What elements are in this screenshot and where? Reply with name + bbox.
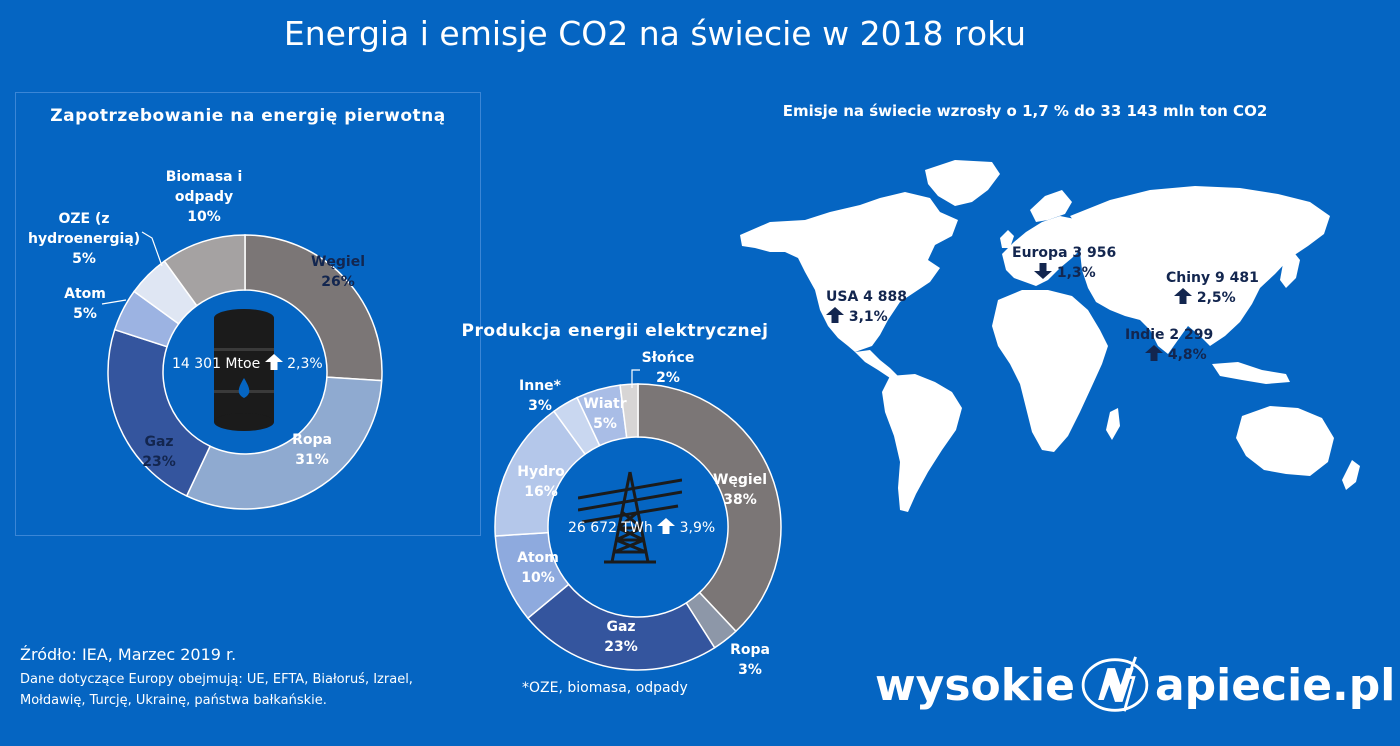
chart2-label-wiatr: Wiatr 5%	[583, 396, 627, 432]
chart1-label-oze: OZE (z hydroenergią) 5%	[28, 211, 141, 267]
map-japan	[1280, 250, 1300, 288]
chart1-center-value: 14 301 Mtoe	[172, 356, 261, 372]
chart2-center-value: 26 672 TWh	[568, 520, 653, 536]
chart2-label-gaz: Gaz 23%	[604, 619, 638, 655]
chart1-slice-1	[185, 376, 383, 510]
map-north-america	[740, 192, 958, 352]
lightning-n-icon	[1081, 656, 1149, 712]
chart-title-primary-energy: Zapotrzebowanie na energię pierwotną	[50, 106, 446, 126]
map-africa	[992, 290, 1108, 452]
arrow-up-icon	[826, 307, 844, 323]
map-australia	[1236, 406, 1334, 476]
page-title: Energia i emisje CO2 na świecie w 2018 r…	[283, 14, 1027, 53]
chart-title-electricity: Produkcja energii elektrycznej	[461, 321, 769, 341]
arrow-up-icon	[264, 354, 283, 370]
map-region-name: Europa	[1012, 245, 1068, 261]
map-region-europe: Europa 3 956 1,3%	[1012, 243, 1116, 283]
chart2-label-atom: Atom 10%	[517, 550, 559, 586]
map-region-change: 1,3%	[1056, 265, 1096, 281]
chart2-slice-7	[619, 383, 639, 439]
map-region-india: Indie 2 299 4,8%	[1125, 325, 1213, 365]
source-note: Dane dotyczące Europy obejmują: UE, EFTA…	[20, 672, 413, 708]
map-region-value: 2 299	[1169, 327, 1214, 343]
map-title: Emisje na świecie wzrosły o 1,7 % do 33 …	[782, 102, 1268, 120]
chart2-leader-line-slonce	[631, 369, 640, 388]
chart1-slice-5	[163, 234, 246, 307]
map-region-change: 4,8%	[1167, 347, 1207, 363]
map-new-zealand	[1342, 460, 1360, 490]
logo-text-right: apiecie.pl	[1154, 659, 1396, 711]
arrow-up-icon	[1174, 288, 1192, 304]
chart2-label-wegiel: Węgiel 38%	[712, 472, 768, 508]
oil-barrel-icon	[214, 309, 274, 431]
map-europe	[1002, 216, 1088, 286]
map-central-america	[855, 350, 898, 378]
map-region-name: USA	[826, 289, 859, 305]
map-greenland	[925, 160, 1000, 206]
map-region-name: Chiny	[1166, 270, 1211, 286]
map-region-usa: USA 4 888 3,1%	[826, 287, 907, 327]
arrow-down-icon	[1034, 263, 1052, 279]
chart1-label-atom: Atom 5%	[64, 286, 106, 322]
arrow-up-icon	[657, 518, 676, 534]
map-madagascar	[1106, 408, 1120, 440]
chart1-leader-line-atom	[101, 299, 127, 305]
chart2-center-total: 26 672 TWh 3,9%	[568, 518, 715, 536]
map-scandinavia	[1030, 190, 1072, 222]
map-region-value: 9 481	[1215, 270, 1259, 286]
chart2-center-change: 3,9%	[679, 520, 716, 536]
world-map	[740, 160, 1360, 512]
site-logo[interactable]: wysokie apiecie.pl	[875, 645, 1395, 725]
chart2-label-slonce: Słońce 2%	[641, 350, 695, 386]
source-line: Źródło: IEA, Marzec 2019 r.	[20, 645, 237, 664]
chart2-slice-0	[637, 383, 782, 633]
map-indonesia	[1212, 362, 1290, 384]
map-uk	[1000, 230, 1014, 248]
power-pylon-icon	[578, 471, 682, 564]
map-region-value: 4 888	[863, 289, 908, 305]
map-south-america	[882, 374, 962, 512]
logo-text-left: wysokie	[875, 659, 1075, 711]
chart1-slice-2	[107, 328, 212, 497]
chart1-slice-0	[244, 234, 383, 382]
chart1-center-total: 14 301 Mtoe 2,3%	[172, 354, 323, 372]
chart2-label-ropa: Ropa 3%	[730, 642, 770, 678]
map-region-change: 3,1%	[848, 309, 888, 325]
chart-panel-primary-energy	[15, 92, 481, 536]
chart1-label-biomasa: Biomasa i odpady 10%	[165, 169, 243, 225]
map-region-name: Indie	[1125, 327, 1165, 343]
chart1-label-ropa: Ropa 31%	[292, 432, 332, 468]
chart2-footnote: *OZE, biomasa, odpady	[522, 680, 688, 696]
chart1-label-gaz: Gaz 23%	[142, 434, 176, 470]
chart2-label-inne: Inne* 3%	[519, 378, 561, 414]
map-region-value: 3 956	[1072, 245, 1117, 261]
map-region-china: Chiny 9 481 2,5%	[1166, 268, 1259, 308]
chart1-center-change: 2,3%	[287, 356, 323, 372]
arrow-up-icon	[1145, 345, 1163, 361]
chart1-label-wegiel: Węgiel 26%	[310, 254, 366, 290]
chart2-label-hydro: Hydro 16%	[517, 464, 565, 500]
map-asia	[1070, 186, 1330, 354]
map-region-change: 2,5%	[1196, 290, 1236, 306]
chart1-leader-line-oze	[141, 231, 163, 267]
